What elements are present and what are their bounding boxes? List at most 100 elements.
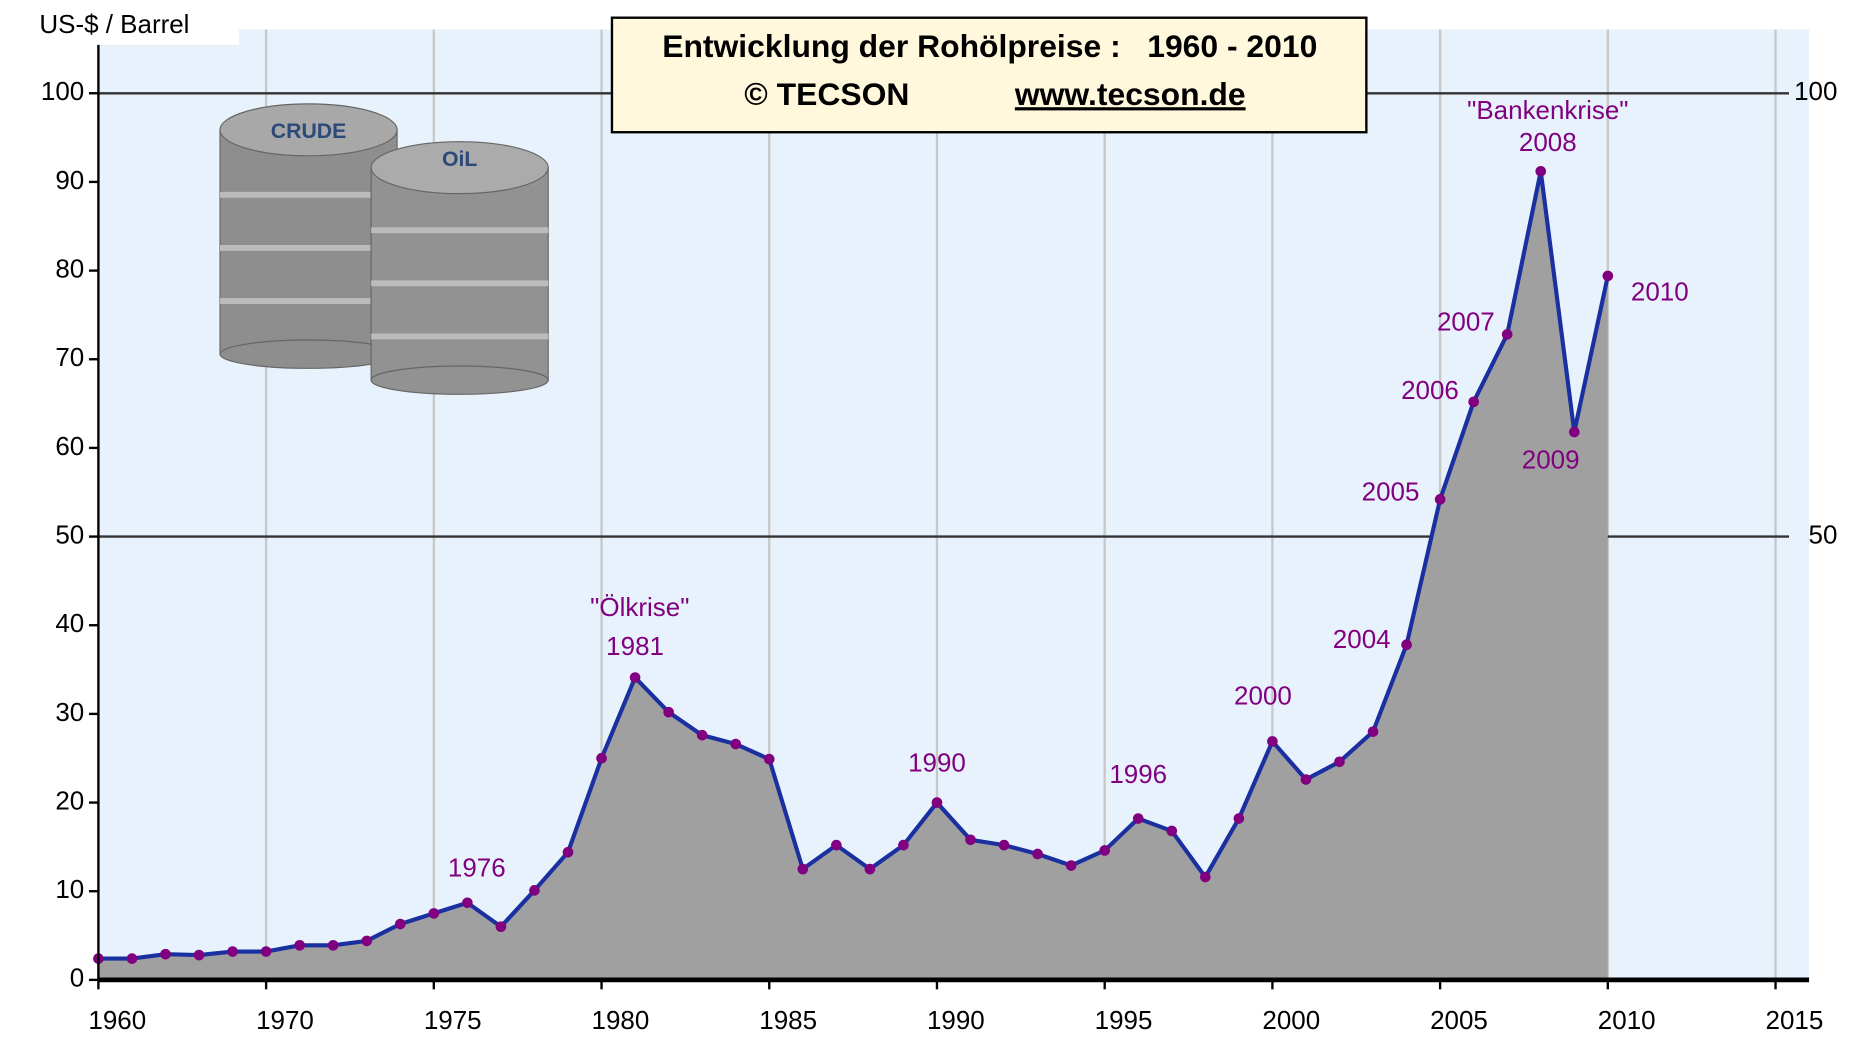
annotation: 1996 [1109,759,1167,789]
annotation: 2000 [1234,681,1292,711]
x-tick-label: 1995 [1095,1005,1153,1035]
marker [1401,639,1412,651]
marker [1434,494,1446,505]
area-layer [93,165,1614,980]
marker [462,897,473,909]
barrel-label: OiL [442,147,477,171]
annotation: 1981 [606,631,664,661]
x-tick-label: 1975 [424,1005,482,1035]
marker [898,839,909,851]
y-tick-label: 20 [55,785,84,815]
x-tick-label: 1980 [592,1005,650,1035]
marker [1568,426,1580,438]
barrel-label: CRUDE [271,119,347,143]
x-tick-label: 2000 [1262,1005,1320,1035]
marker [160,948,171,960]
marker [1501,329,1513,340]
barrel-body [219,129,398,355]
x-tick-label: 1970 [256,1005,314,1035]
marker [193,949,205,961]
annotation: 1976 [448,853,506,883]
y2-tick-label: 100 [1794,76,1837,106]
x-tick-label: 1960 [88,1005,146,1035]
marker [1267,736,1278,747]
marker [327,939,339,951]
marker [1233,813,1245,824]
marker [260,946,272,957]
barrel-body [370,167,549,381]
annotation: 2008 [1519,127,1577,157]
marker [864,863,876,875]
annotation: "Bankenkrise" [1467,95,1628,125]
marker [294,939,305,951]
y-tick-label: 50 [55,519,84,549]
marker [1468,396,1479,408]
marker [1300,774,1312,785]
y-tick-label: 100 [41,76,84,106]
marker [562,846,574,858]
y-tick-label: 0 [70,963,84,993]
y-tick-label: 40 [55,608,84,638]
y-axis-label: US-$ / Barrel [39,9,189,39]
y2-tick-label: 50 [1809,519,1838,549]
y-tick-label: 60 [55,431,84,461]
chart-title: Entwicklung der Rohölpreise : 1960 - 201… [662,28,1317,64]
y-tick-label: 30 [55,697,84,727]
annotation: 2005 [1362,476,1420,506]
marker [931,797,943,808]
marker [1334,756,1345,768]
barrel-top [219,103,398,157]
marker [730,738,742,750]
x-tick-label: 2015 [1766,1005,1824,1035]
annotation: 1990 [908,748,966,778]
subtitle-link: www.tecson.de [1014,76,1246,112]
annotation: "Ölkrise" [590,592,689,622]
marker [1132,813,1144,824]
annotations: 1976 "Ölkrise" 1981 1990 1996 2000 2004 2005 200… [448,95,1689,882]
y-tick-label: 90 [55,165,84,195]
line [98,170,1610,961]
marker [797,863,809,875]
marker [998,839,1010,851]
marker [763,753,775,765]
annotation: 2006 [1401,375,1459,405]
marker [696,729,708,741]
y-tick-label: 80 [55,253,84,283]
marker [126,953,138,964]
axes: 1960 1970 1975 1980 1985 1990 1995 2000 2005 2010… [41,29,1838,1035]
y-tick-label: 70 [55,342,84,372]
marker [1032,848,1043,860]
marker [495,921,507,933]
marker [394,918,406,930]
y-tick-label: 10 [55,874,84,904]
annotation: 2010 [1631,276,1689,306]
barrels: CRUDE OiL [219,103,549,395]
x-tick-label: 2005 [1430,1005,1488,1035]
x-tick-label: 2010 [1598,1005,1656,1035]
marker [1602,270,1614,282]
marker [428,908,440,919]
marker [831,839,842,851]
marker [529,885,540,896]
x-tick-label: 1985 [759,1005,817,1035]
marker [1166,825,1178,837]
marker [629,672,641,683]
barrel-bottom [370,365,549,395]
marker [596,752,607,764]
x-tick-label: 1990 [927,1005,985,1035]
barrel: CRUDE [219,103,398,369]
marker [361,935,373,947]
marker [663,706,674,718]
marker [227,946,238,957]
marker [965,834,976,846]
marker [1367,726,1379,737]
annotation: 2009 [1522,444,1580,474]
y-label-box [0,9,239,45]
title-box [610,16,1368,134]
annotation: 2007 [1437,307,1495,337]
barrel-top [370,141,549,195]
subtitle: © TECSON [744,76,909,112]
annotation: 2004 [1333,624,1391,654]
